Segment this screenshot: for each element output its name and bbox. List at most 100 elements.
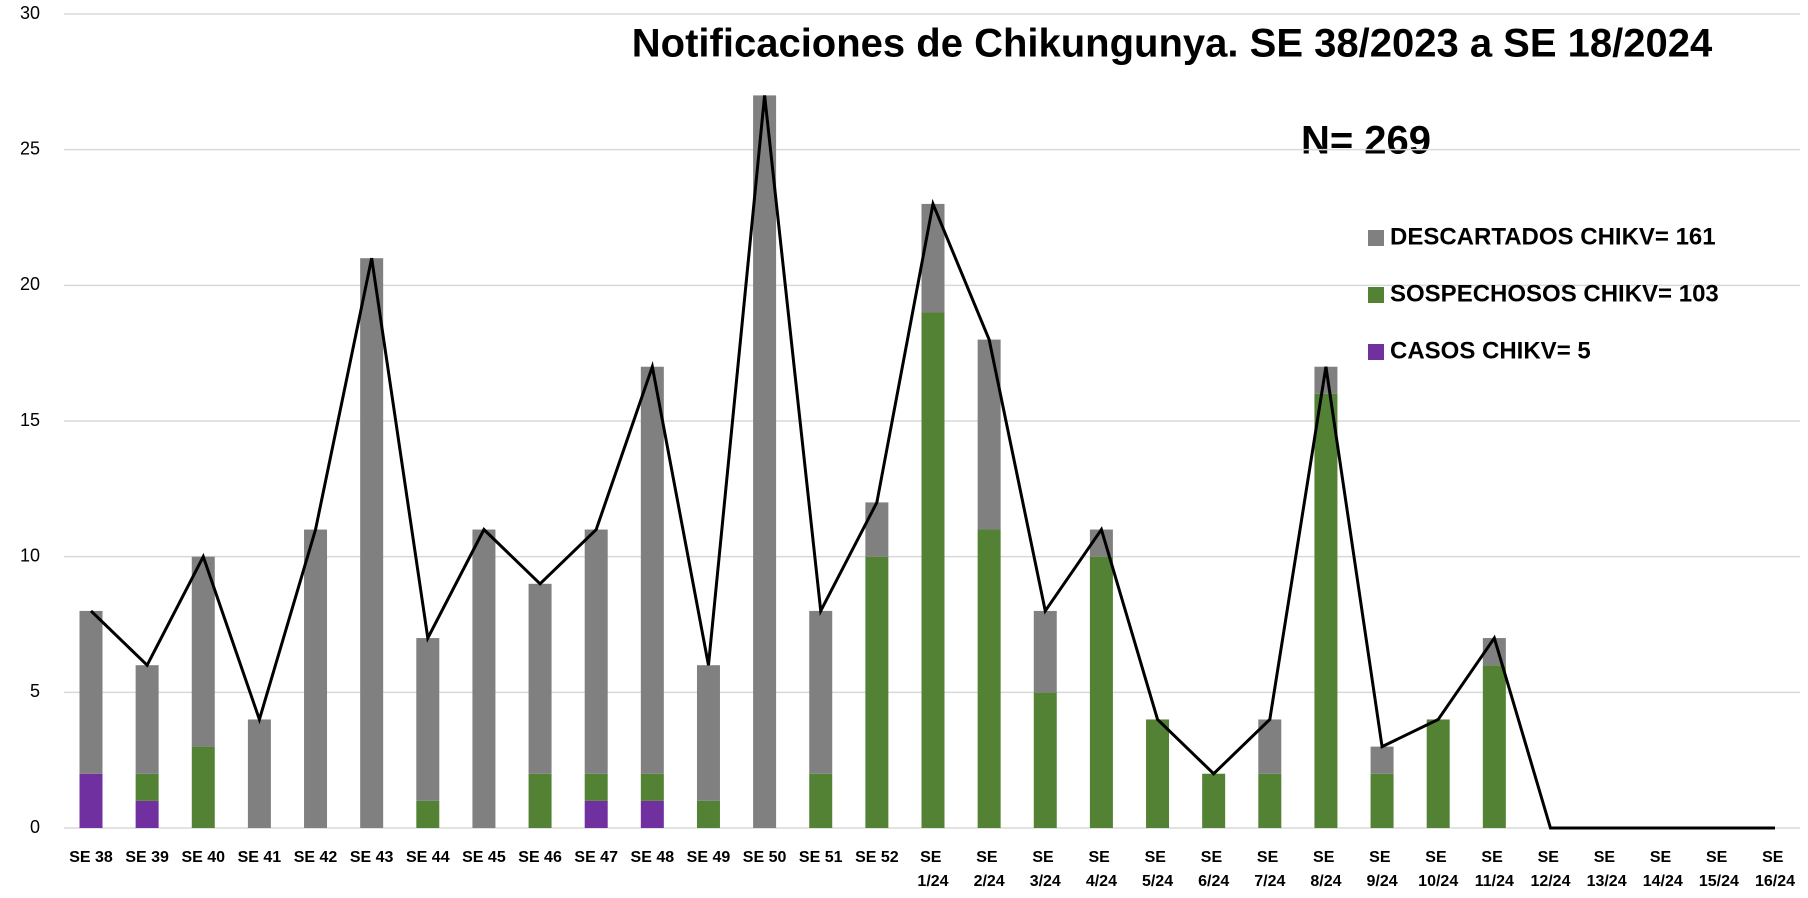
bar-segment <box>865 502 889 557</box>
x-tick-line: 5/24 <box>1142 873 1173 890</box>
x-tick-line: SE <box>1145 849 1171 866</box>
legend-swatch <box>1368 287 1384 303</box>
bar-segment <box>1202 773 1226 828</box>
x-tick-line: SE <box>1313 849 1339 866</box>
bar-segment <box>1033 692 1057 828</box>
x-tick-line: SE <box>1089 849 1115 866</box>
x-tick-line: 8/24 <box>1310 873 1341 890</box>
bar-segment <box>640 366 664 774</box>
bar-segment <box>79 610 103 774</box>
bar-segment <box>191 556 215 747</box>
x-tick-label: SE 12/24 <box>1530 849 1570 890</box>
x-tick-label: SE 4/24 <box>1086 849 1117 890</box>
bar-segment <box>809 773 833 828</box>
bar-segment <box>1033 610 1057 693</box>
x-tick-label: SE 43 <box>350 849 394 866</box>
bar-segment <box>640 800 664 828</box>
x-tick-label: SE 10/24 <box>1418 849 1458 890</box>
x-tick-line: 4/24 <box>1086 873 1117 890</box>
x-tick-label: SE 50 <box>743 849 787 866</box>
x-tick-line: 3/24 <box>1030 873 1061 890</box>
bar-segment <box>584 773 608 801</box>
x-tick-line: SE <box>1032 849 1058 866</box>
x-tick-label: SE 13/24 <box>1587 849 1627 890</box>
x-tick-label: SE 47 <box>574 849 618 866</box>
bar-segment <box>977 529 1001 828</box>
bar-segment <box>921 312 945 828</box>
x-tick-line: 12/24 <box>1530 873 1570 890</box>
x-tick-line: 13/24 <box>1587 873 1627 890</box>
x-tick-line: SE <box>1538 849 1564 866</box>
x-tick-line: 11/24 <box>1475 873 1514 890</box>
bar-segment <box>1258 773 1282 828</box>
bar-segment <box>528 583 552 774</box>
x-tick-line: 14/24 <box>1643 873 1683 890</box>
x-tick-label: SE 8/24 <box>1310 849 1341 890</box>
x-tick-line: 6/24 <box>1198 873 1229 890</box>
x-tick-label: SE 40 <box>181 849 225 866</box>
total-line <box>89 95 1775 830</box>
bar-segment <box>79 773 103 828</box>
x-tick-label: SE 49 <box>687 849 731 866</box>
bar-segment <box>977 339 1001 530</box>
x-tick-label: SE 2/24 <box>974 849 1005 890</box>
x-tick-label: SE 51 <box>799 849 843 866</box>
x-tick-label: SE 9/24 <box>1366 849 1397 890</box>
bar-segment <box>1482 665 1506 828</box>
x-tick-line: SE <box>1762 849 1788 866</box>
y-tick-label: 25 <box>20 138 40 158</box>
x-tick-label: SE 41 <box>238 849 282 866</box>
bar-segment <box>696 665 720 801</box>
x-tick-line: 1/24 <box>917 873 948 890</box>
bar-segment <box>135 800 159 828</box>
bar-segment <box>247 719 271 828</box>
bar-segment <box>584 800 608 828</box>
bar-segment <box>753 95 777 828</box>
x-tick-line: SE <box>1201 849 1227 866</box>
bar-segment <box>1314 366 1338 394</box>
x-tick-label: SE 3/24 <box>1030 849 1061 890</box>
x-tick-label: SE 6/24 <box>1198 849 1229 890</box>
y-tick-label: 20 <box>20 274 40 294</box>
x-tick-line: SE <box>1706 849 1732 866</box>
bar-segment <box>1089 556 1113 828</box>
legend-swatch <box>1368 344 1384 360</box>
bar-segment <box>1370 746 1394 774</box>
x-tick-label: SE 1/24 <box>917 849 948 890</box>
x-tick-label: SE 39 <box>125 849 169 866</box>
bar-segment <box>304 529 328 828</box>
x-tick-label: SE 42 <box>294 849 338 866</box>
x-tick-label: SE 5/24 <box>1142 849 1173 890</box>
y-tick-label: 15 <box>20 410 40 430</box>
x-tick-label: SE 14/24 <box>1643 849 1683 890</box>
x-tick-line: 7/24 <box>1254 873 1285 890</box>
bar-segment <box>528 773 552 828</box>
x-tick-line: 2/24 <box>974 873 1005 890</box>
bar-segment <box>135 773 159 801</box>
bar-segment <box>416 638 440 801</box>
x-tick-line: SE <box>1369 849 1395 866</box>
x-tick-label: SE 45 <box>462 849 506 866</box>
bar-segment <box>696 800 720 828</box>
legend-swatch <box>1368 230 1384 246</box>
bar-segment <box>472 529 496 828</box>
x-tick-label: SE 38 <box>69 849 113 866</box>
bar-segment <box>1426 719 1450 828</box>
x-tick-line: 16/24 <box>1755 873 1795 890</box>
bar-segment <box>1258 719 1282 774</box>
annotation: N= 269 <box>1301 119 1431 163</box>
y-tick-label: 5 <box>30 681 40 701</box>
bar-segment <box>191 746 215 828</box>
bar-segment <box>360 258 384 828</box>
x-tick-line: SE <box>920 849 946 866</box>
y-tick-label: 0 <box>30 817 40 837</box>
x-tick-label: SE 52 <box>855 849 899 866</box>
x-tick-line: SE <box>976 849 1002 866</box>
legend-label: CASOS CHIKV= 5 <box>1390 337 1591 364</box>
x-tick-line: SE <box>1594 849 1620 866</box>
x-tick-line: SE <box>1481 849 1507 866</box>
bar-segment <box>135 665 159 774</box>
y-tick-label: 30 <box>20 3 40 23</box>
bar-segment <box>1314 393 1338 828</box>
